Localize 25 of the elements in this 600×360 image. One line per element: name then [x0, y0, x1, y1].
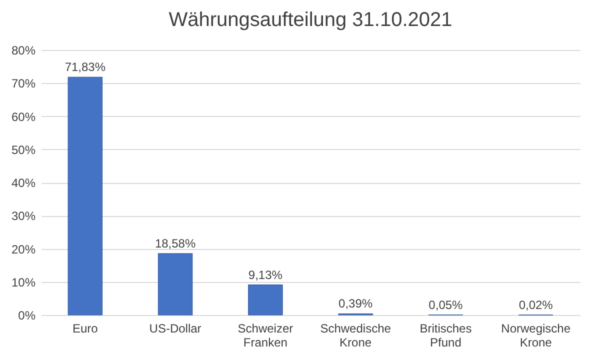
y-tick-label: 80%	[11, 44, 36, 58]
bar	[68, 76, 103, 316]
y-tick-label: 10%	[11, 275, 36, 290]
x-tick-label: Schwedische Krone	[320, 322, 392, 350]
data-label: 0,05%	[428, 298, 464, 312]
bar	[158, 253, 193, 316]
y-tick-label: 50%	[11, 142, 36, 157]
data-label: 71,83%	[64, 60, 106, 74]
x-tick-label: Norwegische Krone	[501, 322, 571, 350]
chart-title: Währungsaufteilung 31.10.2021	[168, 9, 452, 31]
bar	[248, 284, 283, 316]
x-tick-label: Schweizer Franken	[238, 322, 294, 350]
y-tick-label: 30%	[11, 209, 36, 224]
data-label: 9,13%	[248, 268, 283, 282]
data-label: 0,02%	[518, 298, 554, 312]
y-tick-label: 20%	[11, 242, 36, 256]
data-label: 0,39%	[338, 296, 373, 311]
y-tick-label: 70%	[11, 76, 36, 91]
data-label: 18,58%	[154, 236, 196, 250]
y-tick-label: 40%	[11, 176, 36, 190]
x-tick-label: Euro	[72, 322, 98, 336]
x-tick-label: Britisches Pfund	[420, 322, 472, 350]
y-tick-label: 60%	[11, 110, 36, 124]
y-tick-label: 0%	[18, 308, 36, 322]
x-tick-label: US-Dollar	[149, 322, 202, 336]
